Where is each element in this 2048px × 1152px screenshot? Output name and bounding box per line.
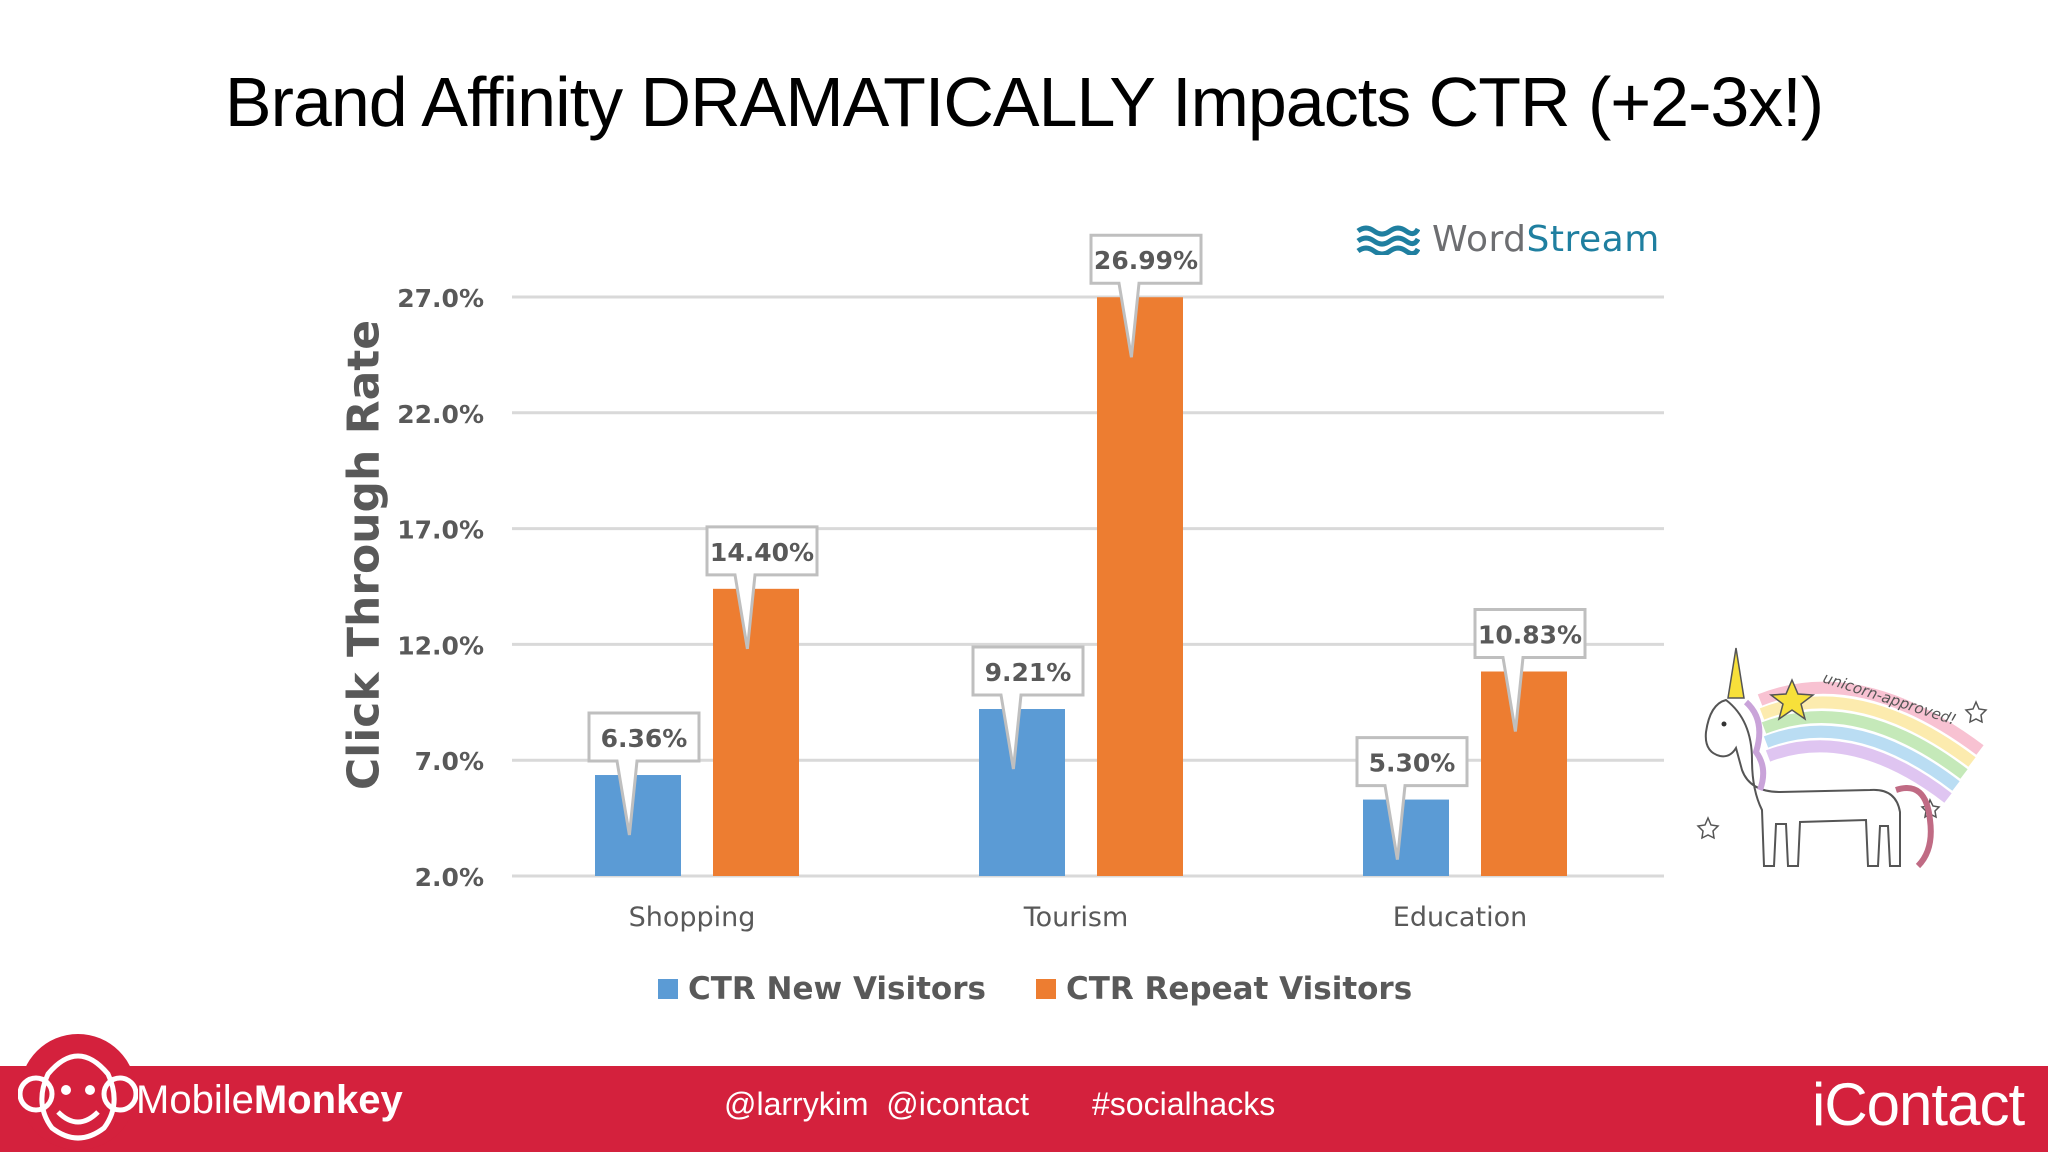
mobilemonkey-light: Mobile	[136, 1078, 254, 1122]
data-label: 9.21%	[985, 658, 1072, 687]
footer-handles: @larrykim @icontact	[724, 1086, 1030, 1122]
bar-repeat	[713, 588, 799, 876]
wordstream-waves-icon	[1356, 225, 1420, 255]
data-label-callout	[1355, 736, 1469, 860]
mobilemonkey-wordmark: MobileMonkey	[136, 1078, 403, 1123]
wordstream-logo: WordStream	[1356, 214, 1660, 264]
x-category-label: Tourism	[1023, 902, 1129, 933]
data-label-callout	[587, 711, 701, 836]
data-label: 10.83%	[1478, 620, 1582, 649]
y-tick-label: 7.0%	[415, 747, 484, 776]
data-label: 26.99%	[1094, 246, 1198, 275]
wordstream-wordmark: WordStream	[1432, 219, 1660, 260]
footer-bar	[0, 1066, 2048, 1152]
wordstream-stream: Stream	[1526, 218, 1660, 260]
y-tick-label: 12.0%	[397, 631, 484, 660]
mobilemonkey-bold: Monkey	[253, 1078, 403, 1122]
chart-legend: CTR New Visitors CTR Repeat Visitors	[658, 966, 1412, 1012]
legend-label-repeat: CTR Repeat Visitors	[1065, 971, 1413, 1007]
x-category-label: Shopping	[629, 902, 756, 933]
data-label-callout	[1473, 607, 1587, 732]
x-category-label: Education	[1393, 902, 1527, 933]
bar-new	[1363, 799, 1449, 876]
data-label: 6.36%	[601, 724, 688, 753]
data-label-callout	[1089, 233, 1203, 358]
y-axis-label-text: Click Through Rate	[338, 319, 390, 791]
mobilemonkey-monkey-icon	[18, 1034, 138, 1150]
bar-chart: 2.0% 7.0% 12.0% 17.0% 22.0% 27.0% Shopping 6.36…	[397, 233, 1664, 933]
wordstream-word: Word	[1432, 218, 1527, 260]
legend-item-repeat: CTR Repeat Visitors	[1035, 971, 1413, 1007]
legend-item-new: CTR New Visitors	[658, 971, 986, 1007]
slide-title: Brand Affinity DRAMATICALLY Impacts CTR …	[224, 63, 1824, 141]
unicorn-illustration: unicorn-approved!	[1696, 647, 1988, 869]
legend-label-new: CTR New Visitors	[688, 971, 986, 1007]
legend-swatch-repeat	[1035, 979, 1056, 999]
data-label-callout	[705, 525, 819, 650]
bar-repeat	[1481, 671, 1567, 876]
y-tick-label: 22.0%	[397, 400, 484, 429]
y-tick-label: 2.0%	[415, 863, 484, 892]
bar-repeat	[1097, 297, 1183, 877]
icontact-logo: iContact	[1812, 1071, 2025, 1138]
data-label: 14.40%	[710, 538, 814, 567]
legend-swatch-new	[658, 979, 678, 999]
footer-hashtag: #socialhacks	[1092, 1086, 1276, 1122]
bar-new	[595, 775, 681, 876]
unicorn-eye-icon	[1721, 721, 1727, 727]
y-tick-label: 27.0%	[397, 284, 484, 313]
data-label-callout	[971, 645, 1085, 770]
bar-new	[979, 709, 1065, 876]
data-label: 5.30%	[1369, 749, 1456, 778]
y-tick-label: 17.0%	[397, 516, 484, 545]
